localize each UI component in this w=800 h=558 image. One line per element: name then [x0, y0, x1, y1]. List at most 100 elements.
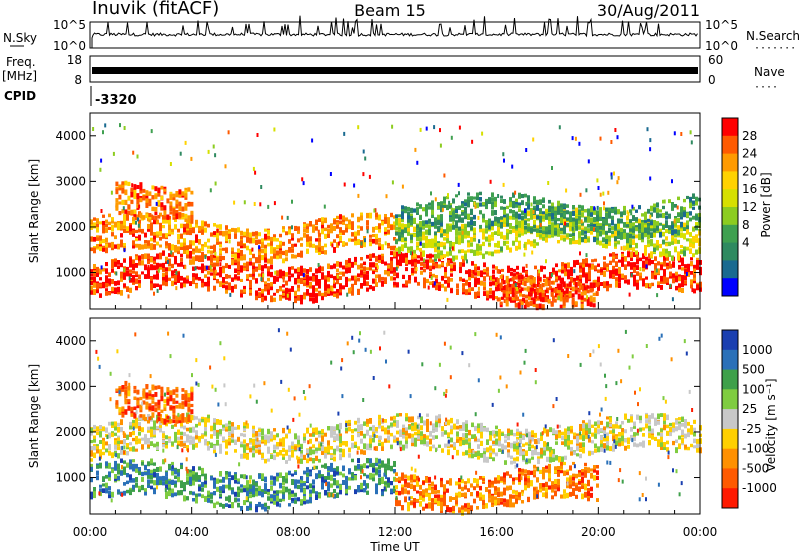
heatmap-cell: [234, 228, 237, 233]
heatmap-cell: [578, 142, 580, 146]
heatmap-cell: [274, 271, 276, 275]
heatmap-cell: [309, 276, 312, 281]
heatmap-cell: [420, 439, 423, 444]
heatmap-cell: [636, 265, 639, 270]
heatmap-cell: [330, 274, 333, 278]
heatmap-cell: [384, 278, 387, 284]
heatmap-cell: [135, 286, 138, 290]
heatmap-cell: [428, 203, 431, 206]
heatmap-cell: [578, 289, 581, 293]
heatmap-cell: [555, 263, 558, 267]
heatmap-cell: [369, 235, 372, 238]
heatmap-cell: [563, 228, 566, 233]
heatmap-cell: [473, 250, 476, 256]
heatmap-cell: [636, 284, 639, 290]
heatmap-cell: [330, 432, 333, 437]
heatmap-cell: [521, 211, 524, 216]
heatmap-cell: [213, 223, 216, 227]
heatmap-cell: [99, 277, 102, 280]
heatmap-cell: [471, 140, 473, 144]
heatmap-cell: [638, 223, 641, 229]
heatmap-cell: [458, 227, 461, 231]
heatmap-cell: [180, 276, 183, 281]
heatmap-cell: [398, 224, 401, 228]
heatmap-cell: [99, 221, 102, 224]
heatmap-cell: [476, 203, 479, 209]
heatmap-cell: [312, 287, 315, 293]
heatmap-cell: [192, 256, 195, 261]
heatmap-cell: [545, 290, 548, 293]
heatmap-cell: [213, 231, 216, 235]
heatmap-cell: [410, 208, 413, 213]
heatmap-cell: [118, 195, 121, 200]
heatmap-cell: [342, 273, 345, 277]
heatmap-cell: [683, 212, 686, 217]
heatmap-cell: [476, 193, 479, 197]
heatmap-cell: [312, 276, 315, 282]
heatmap-cell: [512, 241, 515, 246]
heatmap-cell: [442, 208, 444, 212]
heatmap-cell: [678, 277, 681, 281]
heatmap-cell: [153, 444, 156, 448]
heatmap-cell: [260, 185, 262, 189]
heatmap-cell: [563, 281, 566, 287]
heatmap-cell: [96, 432, 99, 435]
heatmap-cell: [258, 245, 260, 249]
heatmap-cell: [512, 214, 515, 217]
heatmap-cell: [678, 288, 681, 293]
heatmap-cell: [288, 247, 291, 253]
heatmap-cell: [170, 162, 172, 166]
heatmap-cell: [255, 431, 258, 436]
heatmap-cell: [259, 202, 261, 206]
heatmap-cell: [650, 228, 653, 231]
heatmap-cell: [691, 288, 693, 292]
heatmap-cell: [246, 443, 249, 446]
heatmap-cell: [159, 285, 162, 290]
heatmap-cell: [348, 448, 351, 453]
heatmap-cell: [402, 445, 405, 451]
heatmap-cell: [459, 262, 462, 267]
heatmap-cell: [354, 445, 357, 448]
heatmap-cell: [99, 283, 102, 287]
heatmap-cell: [432, 435, 435, 440]
heatmap-cell: [539, 199, 542, 205]
heatmap-cell: [467, 243, 470, 248]
heatmap-cell: [243, 232, 246, 236]
colorbar-segment: [722, 260, 738, 278]
heatmap-cell: [157, 215, 160, 219]
heatmap-cell: [267, 230, 270, 235]
heatmap-cell: [569, 282, 572, 287]
heatmap-cell: [429, 431, 432, 437]
colorbar-segment: [722, 243, 738, 261]
heatmap-cell: [596, 178, 598, 182]
heatmap-cell: [183, 224, 186, 228]
heatmap-cell: [216, 263, 219, 267]
heatmap-cell: [416, 232, 419, 237]
heatmap-cell: [494, 243, 497, 247]
heatmap-cell: [609, 253, 612, 256]
heatmap-cell: [551, 292, 554, 297]
heatmap-cell: [581, 285, 584, 289]
heatmap-cell: [243, 439, 246, 443]
heatmap-cell: [339, 262, 342, 268]
heatmap-cell: [201, 268, 204, 274]
heatmap-cell: [213, 145, 215, 149]
heatmap-cell: [446, 263, 448, 267]
heatmap-cell: [366, 430, 369, 435]
heatmap-cell: [615, 281, 618, 285]
heatmap-cell: [121, 189, 124, 193]
heatmap-cell: [291, 225, 293, 229]
heatmap-cell: [204, 442, 207, 445]
heatmap-cell: [683, 199, 686, 202]
heatmap-cell: [108, 272, 111, 277]
heatmap-cell: [631, 273, 633, 277]
heatmap-cell: [662, 213, 665, 218]
heatmap-cell: [531, 203, 533, 207]
heatmap-cell: [636, 259, 639, 265]
heatmap-cell: [495, 426, 498, 430]
heatmap-cell: [638, 233, 641, 239]
heatmap-cell: [306, 249, 309, 254]
heatmap-cell: [264, 286, 267, 292]
heatmap-cell: [183, 242, 186, 246]
heatmap-cell: [575, 208, 578, 214]
